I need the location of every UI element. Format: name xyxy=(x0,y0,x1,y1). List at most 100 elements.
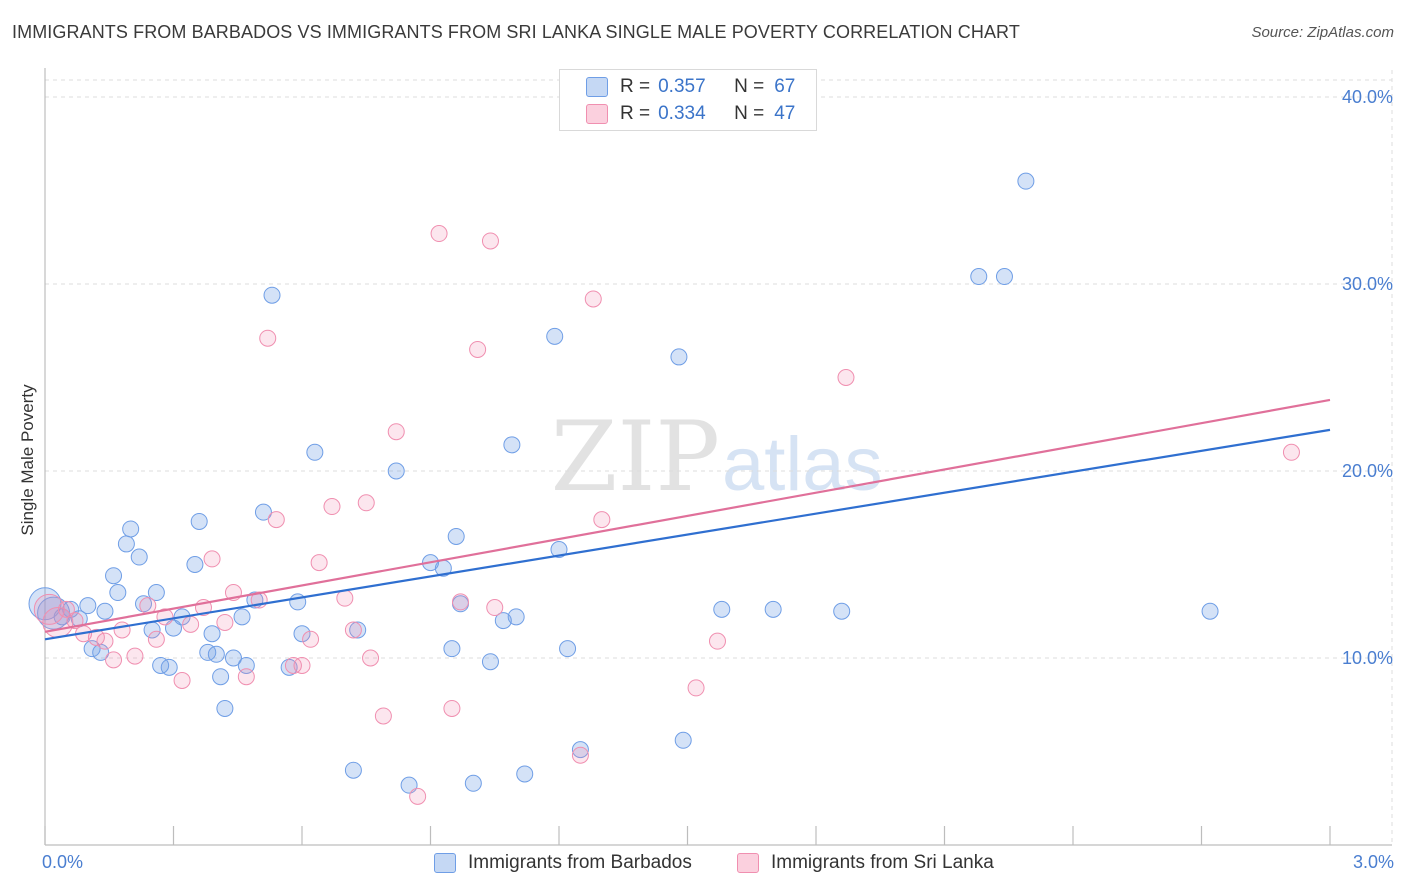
data-point-srilanka xyxy=(147,630,165,648)
y-tick-label: 20.0% xyxy=(1342,461,1393,481)
data-point-srilanka xyxy=(430,225,448,243)
data-point-barbados xyxy=(233,608,251,626)
data-point-srilanka xyxy=(293,656,311,674)
bottom-legend-label: Immigrants from Barbados xyxy=(468,852,692,873)
data-point-barbados xyxy=(293,625,311,643)
legend-swatch-barbados xyxy=(586,77,608,97)
data-point-srilanka xyxy=(409,787,427,805)
data-point-srilanka xyxy=(687,679,705,697)
data-point-barbados xyxy=(1201,602,1219,620)
data-point-barbados xyxy=(254,503,272,521)
legend-row-srilanka: R = 0.334 N = 47 xyxy=(586,102,795,126)
data-point-srilanka xyxy=(323,498,341,516)
data-point-barbados xyxy=(1017,172,1035,190)
data-point-barbados xyxy=(160,658,178,676)
data-point-srilanka xyxy=(237,668,255,686)
data-point-barbados xyxy=(546,327,564,345)
legend-n-label: N = xyxy=(734,103,765,124)
data-point-barbados xyxy=(190,512,208,530)
data-point-barbados xyxy=(507,608,525,626)
legend-swatch-barbados xyxy=(434,853,456,873)
data-point-srilanka xyxy=(284,656,302,674)
data-point-srilanka xyxy=(57,600,75,618)
data-point-srilanka xyxy=(310,554,328,572)
data-point-srilanka xyxy=(302,630,320,648)
data-point-barbados xyxy=(207,645,225,663)
legend-swatch-srilanka xyxy=(586,104,608,124)
legend-n-label: N = xyxy=(734,76,765,97)
data-point-srilanka xyxy=(126,647,144,665)
data-point-barbados xyxy=(833,602,851,620)
data-point-srilanka xyxy=(336,589,354,607)
data-point-barbados xyxy=(203,625,221,643)
bottom-legend-label: Immigrants from Sri Lanka xyxy=(771,852,994,873)
data-point-barbados xyxy=(494,612,512,630)
legend-n-value: 47 xyxy=(774,103,796,124)
data-point-barbados xyxy=(550,541,568,559)
data-point-barbados xyxy=(349,621,367,639)
data-point-barbados xyxy=(764,600,782,618)
watermark-atlas: atlas xyxy=(722,422,883,507)
data-point-barbados xyxy=(571,741,589,759)
source-label: Source: ZipAtlas.com xyxy=(1251,24,1394,41)
data-point-barbados xyxy=(147,584,165,602)
data-point-barbados xyxy=(105,567,123,585)
data-point-srilanka xyxy=(443,699,461,717)
data-point-barbados xyxy=(674,731,692,749)
data-point-srilanka xyxy=(387,423,405,441)
data-point-barbados xyxy=(443,640,461,658)
data-point-srilanka xyxy=(584,290,602,308)
legend-r-label: R = xyxy=(620,103,651,124)
data-point-srilanka xyxy=(357,494,375,512)
data-point-srilanka xyxy=(344,621,362,639)
legend-r-value: 0.357 xyxy=(658,76,706,97)
data-point-barbados xyxy=(79,597,97,615)
data-point-srilanka xyxy=(571,746,589,764)
data-point-barbados xyxy=(152,656,170,674)
trend-line-barbados xyxy=(44,428,1331,641)
data-point-srilanka xyxy=(259,329,277,347)
y-tick-label: 10.0% xyxy=(1342,648,1393,668)
data-point-barbados xyxy=(447,527,465,545)
data-point-srilanka xyxy=(593,511,611,529)
data-point-srilanka xyxy=(105,651,123,669)
data-point-srilanka xyxy=(182,615,200,633)
data-point-barbados xyxy=(464,774,482,792)
data-point-barbados xyxy=(62,600,80,618)
data-point-srilanka xyxy=(87,628,105,646)
data-point-srilanka xyxy=(203,550,221,568)
data-point-barbados xyxy=(216,699,234,717)
bottom-legend-srilanka: Immigrants from Sri Lanka xyxy=(737,852,994,874)
data-point-srilanka xyxy=(362,649,380,667)
data-point-barbados xyxy=(96,602,114,620)
data-point-barbados xyxy=(481,653,499,671)
data-point-barbados xyxy=(516,765,534,783)
y-tick-label: 30.0% xyxy=(1342,274,1393,294)
data-point-barbados xyxy=(400,776,418,794)
data-point-srilanka xyxy=(469,340,487,358)
trend-line-srilanka xyxy=(44,398,1331,633)
data-point-srilanka xyxy=(113,621,131,639)
data-point-barbados xyxy=(713,600,731,618)
data-point-srilanka xyxy=(374,707,392,725)
stats-legend: R = 0.357 N = 67 R = 0.334 N = 47 xyxy=(559,69,817,131)
data-point-barbados xyxy=(280,658,298,676)
data-point-barbados xyxy=(503,436,521,454)
data-point-barbados xyxy=(559,640,577,658)
data-point-barbados xyxy=(122,520,140,538)
data-point-barbados xyxy=(135,595,153,613)
legend-r-label: R = xyxy=(620,76,651,97)
bottom-legend-barbados: Immigrants from Barbados xyxy=(434,852,692,874)
y-tick-label: 40.0% xyxy=(1342,87,1393,107)
data-point-barbados xyxy=(186,556,204,573)
data-point-barbados xyxy=(117,535,135,553)
data-point-srilanka xyxy=(481,232,499,250)
data-point-barbados xyxy=(970,268,988,286)
x-tick-label: 3.0% xyxy=(1352,852,1394,872)
data-point-barbados xyxy=(344,761,362,779)
data-point-srilanka xyxy=(837,369,855,386)
data-point-barbados xyxy=(212,668,230,686)
data-point-srilanka xyxy=(173,671,191,689)
x-tick-label: 0.0% xyxy=(42,852,84,872)
